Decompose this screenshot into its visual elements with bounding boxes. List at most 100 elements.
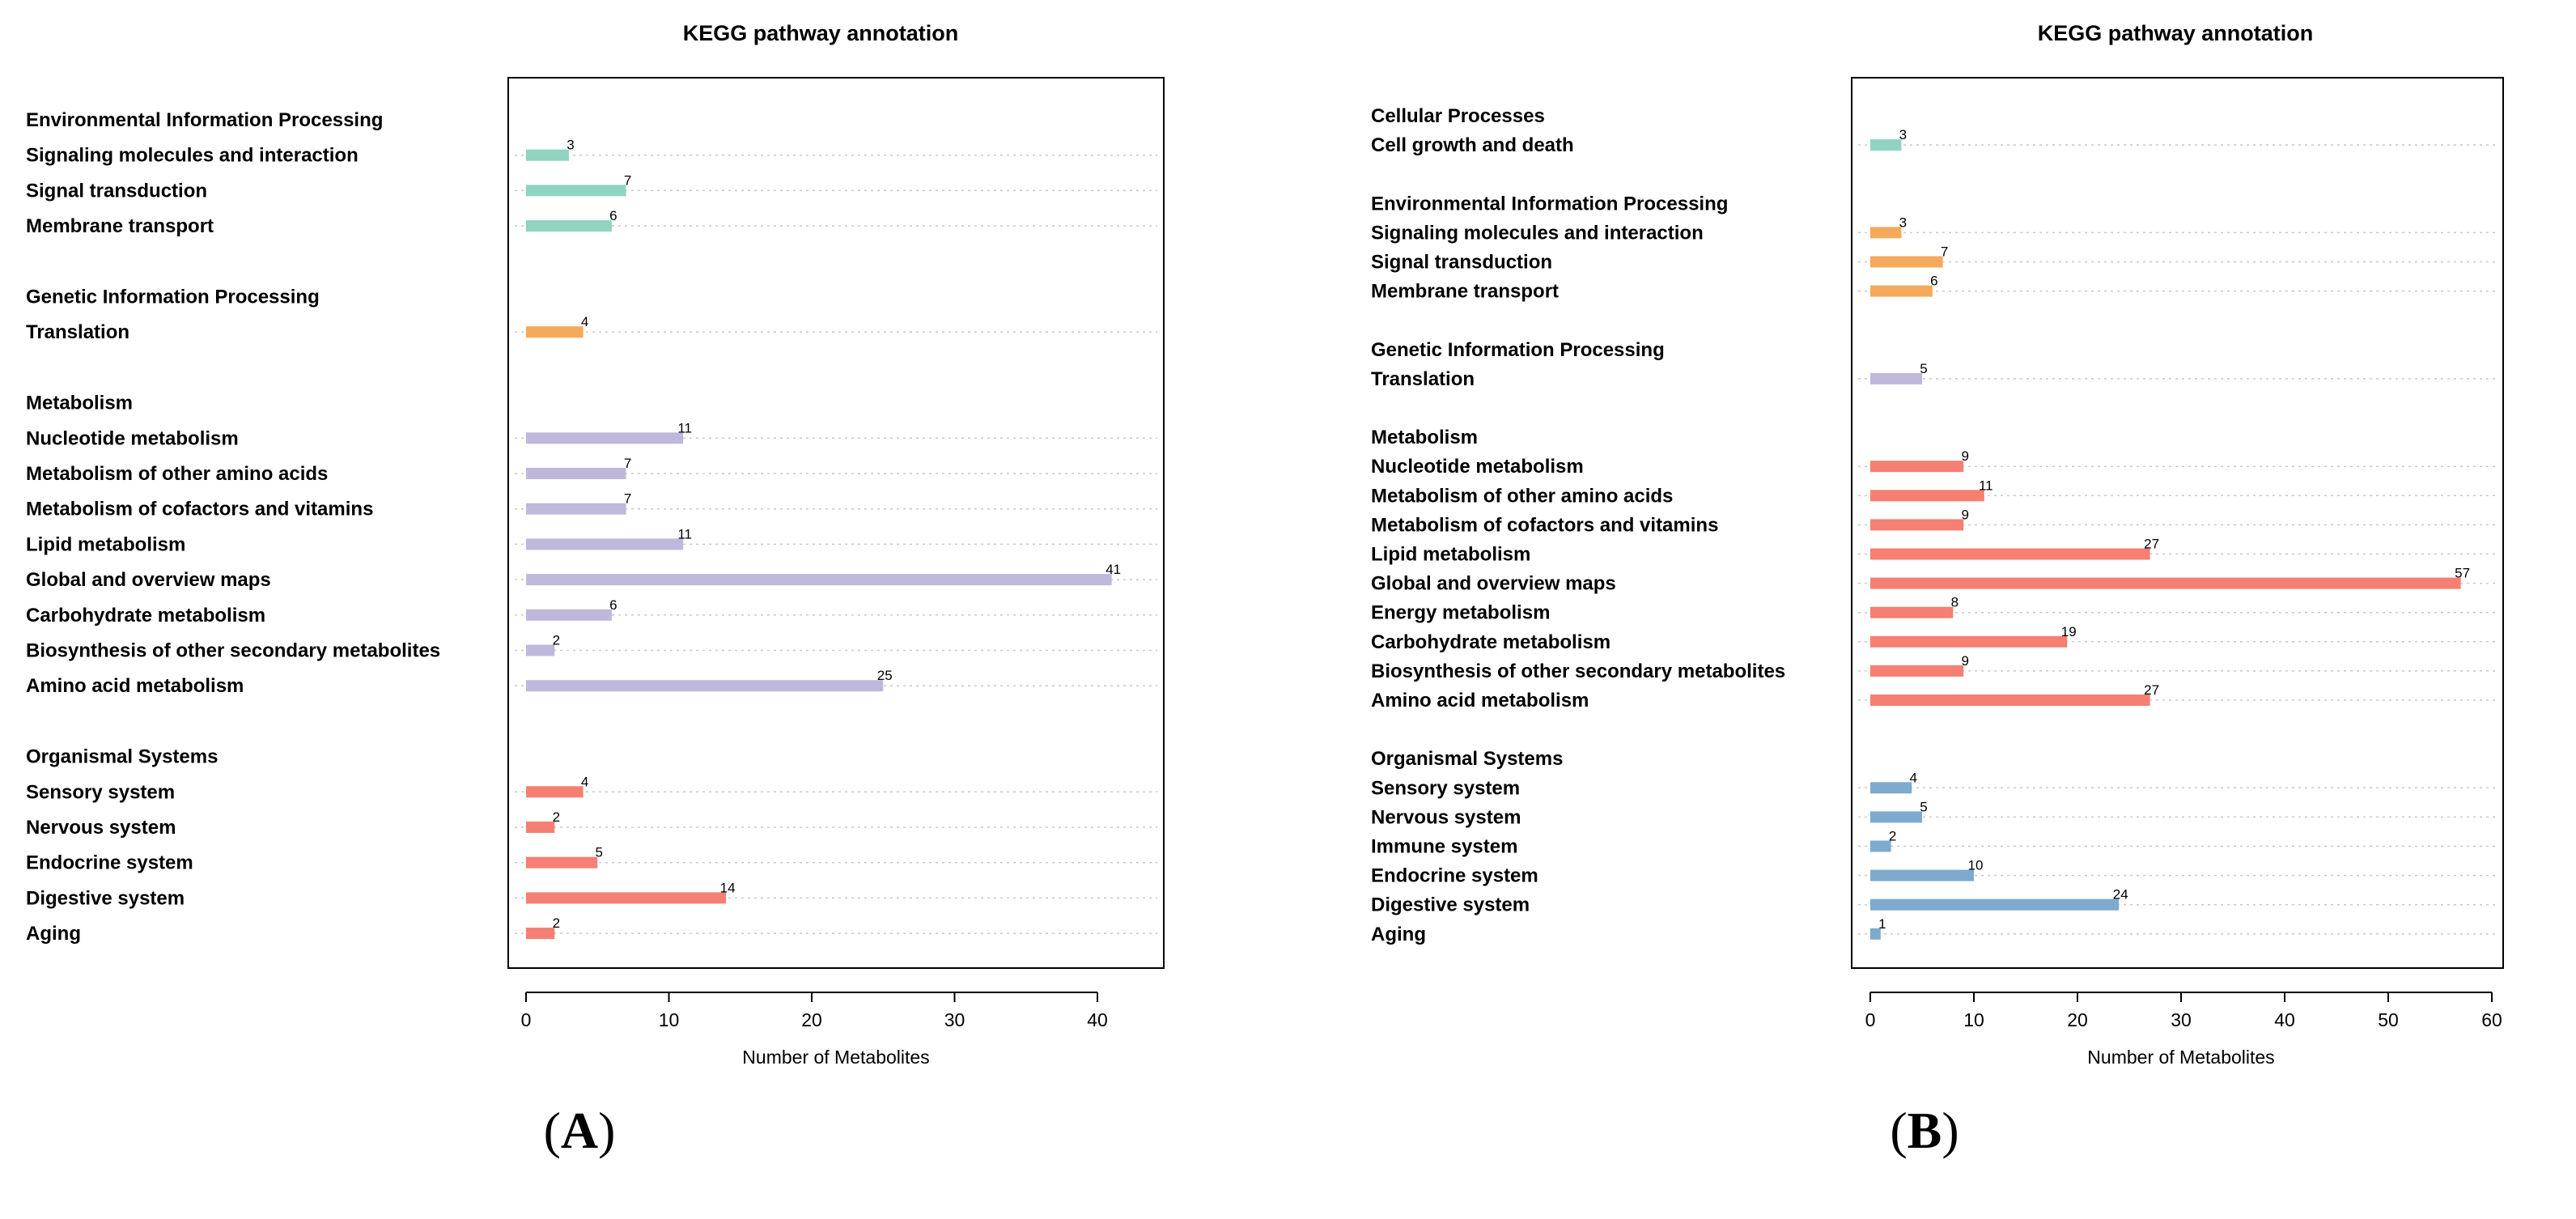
panel-a-translation-value-label: 4 xyxy=(581,314,588,329)
panel-b-signaling-molecules-and-interaction-category-label: Signaling molecules and interaction xyxy=(1371,222,1704,244)
panel-a-global-and-overview-maps-category-label: Global and overview maps xyxy=(26,569,271,591)
panel-b-energy-metabolism-value-label: 8 xyxy=(1951,595,1959,610)
panel-b-chart: KEGG pathway annotation 3376591192757819… xyxy=(1371,21,2504,1159)
panel-a-nervous-system-value-label: 2 xyxy=(553,809,560,825)
panel-a-nervous-system-bar xyxy=(526,822,555,833)
panel-b-group-organismal-systems: Organismal Systems xyxy=(1371,748,1563,770)
panel-a-lipid-metabolism-bar xyxy=(526,538,684,550)
panel-a-signal-transduction-value-label: 7 xyxy=(624,172,631,188)
panel-a-signal-transduction-category-label: Signal transduction xyxy=(26,180,207,202)
panel-a-membrane-transport-bar xyxy=(526,220,612,232)
panel-b-translation-bar xyxy=(1870,372,1922,384)
panel-b-nervous-system-value-label: 5 xyxy=(1920,799,1927,814)
panel-b-nucleotide-metabolism-category-label: Nucleotide metabolism xyxy=(1371,456,1584,478)
panel-b-group-cellular-processes: Cellular Processes xyxy=(1371,105,1545,127)
panel-b-global-and-overview-maps-category-label: Global and overview maps xyxy=(1371,573,1616,595)
panel-b-x-tick-label-10: 10 xyxy=(1963,1009,1984,1030)
panel-b-membrane-transport-value-label: 6 xyxy=(1930,274,1937,289)
panel-b-cell-growth-and-death-value-label: 3 xyxy=(1899,127,1907,142)
panel-a-carbohydrate-metabolism-bar xyxy=(526,609,612,621)
panel-a-metabolism-of-other-amino-acids-category-label: Metabolism of other amino acids xyxy=(26,463,328,485)
panel-a-amino-acid-metabolism-category-label: Amino acid metabolism xyxy=(26,675,244,697)
panel-b-metabolism-of-cofactors-and-vitamins-category-label: Metabolism of cofactors and vitamins xyxy=(1371,514,1718,536)
panel-a-digestive-system-category-label: Digestive system xyxy=(26,887,185,909)
panel-a-carbohydrate-metabolism-value-label: 6 xyxy=(609,597,617,613)
panel-b-x-tick-label-40: 40 xyxy=(2274,1009,2295,1030)
panel-b-cell-growth-and-death-bar xyxy=(1870,139,1902,151)
panel-b-metabolism-of-other-amino-acids-value-label: 11 xyxy=(1979,478,1993,493)
panel-b-sensory-system-value-label: 4 xyxy=(1909,770,1916,785)
panel-a-signaling-molecules-and-interaction-category-label: Signaling molecules and interaction xyxy=(26,145,359,167)
panel-b-immune-system-bar xyxy=(1870,840,1891,852)
panel-a-sensory-system-value-label: 4 xyxy=(581,774,588,789)
panel-a-lipid-metabolism-value-label: 11 xyxy=(677,526,692,542)
panel-b-amino-acid-metabolism-value-label: 27 xyxy=(2144,682,2159,698)
panel-a-translation-category-label: Translation xyxy=(26,321,129,343)
panel-a-metabolism-of-cofactors-and-vitamins-value-label: 7 xyxy=(624,491,631,507)
panel-a-group-genetic-information-processing: Genetic Information Processing xyxy=(26,287,320,308)
panel-b-signal-transduction-bar xyxy=(1870,256,1943,268)
panel-a-chart: KEGG pathway annotation 3764117711416225… xyxy=(26,21,1165,1159)
panel-b-group-metabolism: Metabolism xyxy=(1371,427,1478,448)
panel-b-label: (B) xyxy=(1890,1102,1959,1159)
panel-b-x-tick-label-20: 20 xyxy=(2067,1009,2088,1030)
panel-a-plot-frame xyxy=(507,77,1165,969)
panel-b-endocrine-system-category-label: Endocrine system xyxy=(1371,865,1538,887)
panel-b-sensory-system-bar xyxy=(1870,782,1912,794)
panel-b-x-tick-label-50: 50 xyxy=(2378,1009,2399,1030)
panel-b-immune-system-category-label: Immune system xyxy=(1371,836,1517,858)
panel-b-aging-category-label: Aging xyxy=(1371,924,1426,945)
panel-b-title: KEGG pathway annotation xyxy=(2038,21,2314,45)
panel-a-lipid-metabolism-category-label: Lipid metabolism xyxy=(26,533,185,555)
panel-a-amino-acid-metabolism-value-label: 25 xyxy=(877,668,893,683)
panel-b-letter: B xyxy=(1908,1102,1942,1159)
panel-b-biosynthesis-of-other-secondary-metabolites-bar xyxy=(1870,665,1964,677)
panel-a-signaling-molecules-and-interaction-value-label: 3 xyxy=(567,138,574,153)
panel-a-x-tick-label-40: 40 xyxy=(1087,1009,1108,1030)
panel-a-biosynthesis-of-other-secondary-metabolites-bar xyxy=(526,644,555,656)
panel-b-signaling-molecules-and-interaction-bar xyxy=(1870,227,1902,239)
panel-a-x-tick-label-0: 0 xyxy=(521,1009,532,1030)
panel-a-signal-transduction-bar xyxy=(526,185,626,197)
panel-a-group-organismal-systems: Organismal Systems xyxy=(26,746,218,768)
panel-b-carbohydrate-metabolism-value-label: 19 xyxy=(2061,624,2077,639)
panel-b-carbohydrate-metabolism-category-label: Carbohydrate metabolism xyxy=(1371,631,1611,653)
panel-b-nervous-system-category-label: Nervous system xyxy=(1371,806,1521,828)
panel-b-digestive-system-bar xyxy=(1870,898,2120,911)
panel-b-cell-growth-and-death-category-label: Cell growth and death xyxy=(1371,134,1574,156)
panel-b-digestive-system-category-label: Digestive system xyxy=(1371,894,1530,916)
panel-a-metabolism-of-cofactors-and-vitamins-bar xyxy=(526,503,626,515)
panel-a-x-tick-label-20: 20 xyxy=(801,1009,822,1030)
panel-b-x-tick-label-60: 60 xyxy=(2481,1009,2502,1030)
panel-b-aging-value-label: 1 xyxy=(1878,916,1886,932)
panel-a-group-environmental-information-processing: Environmental Information Processing xyxy=(26,109,383,131)
panel-a-biosynthesis-of-other-secondary-metabolites-value-label: 2 xyxy=(553,633,560,648)
panel-b-group-genetic-information-processing: Genetic Information Processing xyxy=(1371,339,1665,361)
panel-b-metabolism-of-other-amino-acids-bar xyxy=(1870,490,1984,502)
panel-a-nucleotide-metabolism-category-label: Nucleotide metabolism xyxy=(26,427,239,449)
panel-a-membrane-transport-value-label: 6 xyxy=(609,208,617,223)
panel-a-x-tick-label-10: 10 xyxy=(659,1009,680,1030)
panel-b-amino-acid-metabolism-bar xyxy=(1870,694,2150,706)
panel-a-translation-bar xyxy=(526,326,584,338)
panel-a-metabolism-of-cofactors-and-vitamins-category-label: Metabolism of cofactors and vitamins xyxy=(26,499,373,520)
panel-a-global-and-overview-maps-bar xyxy=(526,574,1112,586)
panel-a-letter: A xyxy=(561,1102,598,1159)
panel-a-digestive-system-value-label: 14 xyxy=(720,880,736,895)
panel-b-signaling-molecules-and-interaction-value-label: 3 xyxy=(1899,214,1907,230)
panel-a-aging-category-label: Aging xyxy=(26,923,81,945)
panel-b-lipid-metabolism-bar xyxy=(1870,548,2150,560)
panel-b-biosynthesis-of-other-secondary-metabolites-category-label: Biosynthesis of other secondary metaboli… xyxy=(1371,660,1785,682)
panel-a-endocrine-system-value-label: 5 xyxy=(596,845,603,860)
panel-a-nervous-system-category-label: Nervous system xyxy=(26,817,176,839)
panel-b-signal-transduction-value-label: 7 xyxy=(1941,244,1948,260)
panel-a-nucleotide-metabolism-value-label: 11 xyxy=(677,420,692,435)
panel-a-aging-value-label: 2 xyxy=(553,915,560,931)
panel-a-membrane-transport-category-label: Membrane transport xyxy=(26,215,214,237)
panel-b-plot-frame xyxy=(1851,77,2504,969)
panel-b-x-axis-label: Number of Metabolites xyxy=(2087,1047,2274,1068)
panel-b-translation-value-label: 5 xyxy=(1920,361,1927,376)
panel-b-endocrine-system-bar xyxy=(1870,869,1974,881)
panel-b-biosynthesis-of-other-secondary-metabolites-value-label: 9 xyxy=(1961,653,1968,669)
